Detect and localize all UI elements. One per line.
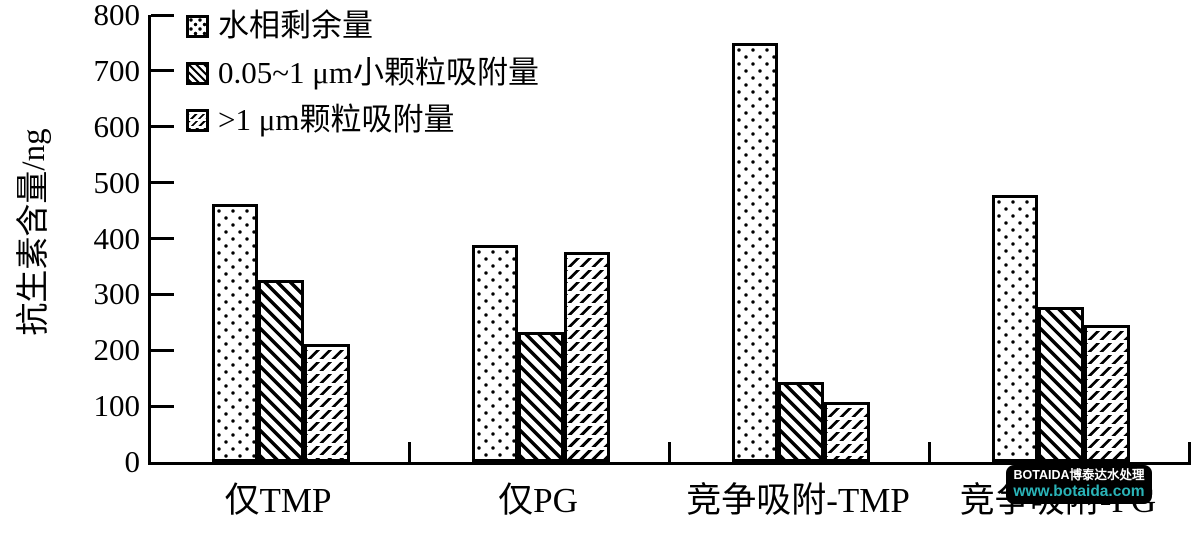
y-axis-tick-labels: 0 100 200 300 400 500 600 700 800 [55, 0, 141, 534]
x-axis-tick [668, 442, 671, 462]
bar-slash-dashes-仅PG [564, 252, 610, 462]
x-axis-tick [408, 442, 411, 462]
y-axis-tick [151, 348, 174, 352]
bar-slash-dashes-仅TMP [304, 343, 350, 462]
y-axis-tick-label: 0 [124, 444, 141, 479]
y-axis-tick [151, 237, 174, 240]
legend-swatch-dots-icon [186, 14, 209, 38]
y-axis-title: 抗生素含量/ng [16, 128, 52, 336]
plot-area [148, 13, 1191, 465]
watermark-badge: BOTAIDA博泰达水处理 www.botaida.com [1006, 465, 1152, 504]
bar-slash-dashes-竞争吸附-PG [1084, 325, 1130, 462]
bar-slash-dashes-竞争吸附-TMP [824, 402, 870, 462]
x-category-label: 仅PG [498, 481, 578, 520]
bar-backslash-lines-竞争吸附-TMP [778, 382, 824, 462]
legend: 水相剩余量 0.05~1 μm小颗粒吸附量 >1 μm颗粒吸附量 [186, 9, 539, 150]
legend-item: >1 μm颗粒吸附量 [186, 103, 539, 137]
y-axis-tick-label: 500 [93, 164, 141, 200]
bar-backslash-lines-竞争吸附-PG [1038, 307, 1084, 462]
legend-label: 水相剩余量 [218, 8, 373, 43]
y-axis-tick [151, 404, 174, 408]
y-axis-tick-label: 400 [93, 220, 141, 256]
bar-dots-仅TMP [212, 203, 258, 462]
y-axis-tick [151, 13, 174, 17]
x-axis-tick [928, 442, 931, 462]
y-axis-tick-label: 100 [93, 388, 141, 424]
x-category-label: 仅TMP [224, 481, 332, 520]
y-axis-tick-label: 300 [93, 276, 141, 312]
legend-label: >1 μm颗粒吸附量 [218, 102, 455, 137]
x-axis-tick [1188, 442, 1191, 462]
y-axis-tick [151, 125, 174, 129]
legend-label: 0.05~1 μm小颗粒吸附量 [218, 55, 540, 90]
y-axis-tick-label: 600 [93, 108, 141, 144]
watermark-url: www.botaida.com [1013, 483, 1145, 500]
bar-dots-竞争吸附-PG [992, 194, 1038, 462]
bar-dots-仅PG [472, 245, 518, 462]
y-axis-tick-label: 200 [93, 332, 141, 368]
y-axis-tick [151, 69, 174, 73]
legend-swatch-slash-dashes-icon [186, 108, 209, 132]
y-axis-tick [151, 181, 174, 185]
bar-backslash-lines-仅PG [518, 332, 564, 462]
x-category-label: 竞争吸附-TMP [686, 481, 910, 520]
y-axis-tick [151, 292, 174, 296]
bar-backslash-lines-仅TMP [258, 280, 304, 462]
watermark-title: BOTAIDA博泰达水处理 [1013, 468, 1145, 482]
legend-swatch-backslash-lines-icon [186, 61, 209, 85]
y-axis-tick-label: 800 [93, 0, 141, 32]
bar-dots-竞争吸附-TMP [732, 42, 778, 462]
legend-item: 水相剩余量 [186, 9, 539, 43]
y-axis-tick-label: 700 [93, 52, 141, 88]
legend-item: 0.05~1 μm小颗粒吸附量 [186, 56, 539, 90]
